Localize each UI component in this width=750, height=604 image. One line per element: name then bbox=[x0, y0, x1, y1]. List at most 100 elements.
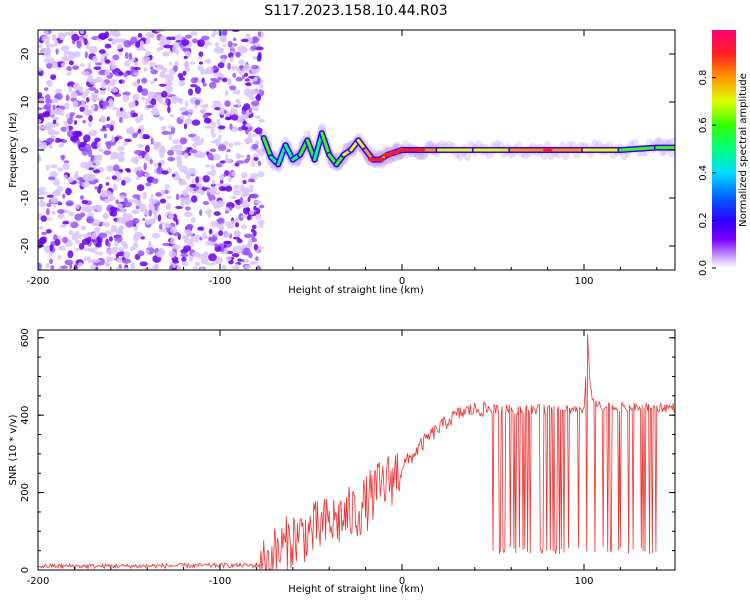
noise-speckle bbox=[39, 236, 47, 245]
noise-speckle bbox=[224, 185, 233, 192]
noise-speckle bbox=[135, 41, 141, 48]
noise-speckle bbox=[161, 90, 168, 98]
colorbar-tick-label: 0.4 bbox=[698, 165, 709, 181]
noise-speckle bbox=[46, 62, 53, 69]
noise-speckle bbox=[179, 137, 188, 145]
noise-speckle bbox=[65, 125, 70, 132]
noise-speckle bbox=[167, 81, 173, 86]
noise-speckle bbox=[64, 31, 70, 36]
noise-speckle bbox=[107, 242, 111, 248]
noise-speckle bbox=[134, 116, 142, 124]
noise-speckle bbox=[109, 30, 118, 37]
ridge-peak bbox=[415, 148, 426, 152]
noise-speckle bbox=[55, 48, 59, 55]
noise-speckle bbox=[97, 257, 105, 266]
colorbar-tick-label: 0.6 bbox=[698, 117, 709, 133]
noise-speckle bbox=[201, 77, 205, 84]
noise-speckle bbox=[46, 44, 50, 53]
noise-speckle bbox=[201, 107, 207, 115]
noise-speckle bbox=[67, 176, 74, 183]
noise-speckle bbox=[64, 259, 74, 266]
noise-speckle bbox=[168, 214, 174, 220]
noise-speckle bbox=[132, 133, 138, 139]
noise-speckle bbox=[98, 183, 103, 189]
colorbar-tick-label: 0.2 bbox=[698, 212, 709, 228]
noise-speckle bbox=[92, 55, 98, 63]
noise-speckle bbox=[168, 61, 172, 66]
noise-speckle bbox=[119, 151, 125, 156]
snr-xlabel: Height of straight line (km) bbox=[288, 584, 424, 595]
noise-speckle bbox=[126, 169, 131, 173]
noise-speckle bbox=[196, 150, 203, 159]
noise-speckle bbox=[50, 74, 57, 80]
noise-speckle bbox=[141, 88, 149, 96]
noise-speckle bbox=[89, 264, 97, 270]
noise-speckle bbox=[134, 231, 143, 238]
noise-speckle bbox=[169, 113, 174, 118]
noise-speckle bbox=[161, 125, 167, 130]
noise-speckle bbox=[79, 106, 85, 112]
noise-speckle bbox=[247, 178, 255, 183]
noise-speckle bbox=[95, 178, 99, 183]
x-tick-label: -100 bbox=[209, 276, 232, 287]
noise-speckle bbox=[155, 94, 160, 102]
noise-speckle bbox=[132, 93, 140, 102]
noise-speckle bbox=[102, 212, 109, 220]
noise-speckle bbox=[212, 65, 218, 71]
noise-speckle bbox=[149, 91, 157, 96]
noise-speckle bbox=[248, 132, 252, 139]
noise-speckle bbox=[62, 220, 70, 225]
noise-speckle bbox=[102, 222, 106, 226]
noise-speckle bbox=[242, 247, 251, 256]
noise-speckle bbox=[194, 261, 201, 266]
noise-speckle bbox=[131, 199, 139, 203]
noise-speckle bbox=[177, 265, 182, 270]
noise-speckle bbox=[190, 217, 196, 224]
noise-speckle bbox=[188, 167, 197, 175]
noise-speckle bbox=[112, 54, 120, 61]
noise-speckle bbox=[237, 258, 243, 262]
noise-speckle bbox=[180, 199, 185, 208]
noise-speckle bbox=[39, 197, 43, 203]
noise-speckle bbox=[112, 164, 120, 172]
noise-speckle bbox=[234, 263, 240, 270]
noise-speckle bbox=[255, 256, 259, 262]
noise-speckle bbox=[123, 72, 129, 77]
y-tick-label: 200 bbox=[20, 483, 31, 502]
noise-speckle bbox=[166, 195, 171, 200]
noise-speckle bbox=[199, 209, 203, 216]
noise-speckle bbox=[80, 225, 87, 231]
noise-speckle bbox=[75, 203, 80, 210]
noise-speckle bbox=[181, 256, 187, 262]
noise-speckle bbox=[229, 85, 237, 91]
noise-speckle bbox=[235, 160, 245, 164]
noise-speckle bbox=[93, 169, 101, 174]
noise-speckle bbox=[157, 214, 162, 222]
noise-speckle bbox=[45, 164, 50, 171]
ridge-peak bbox=[382, 152, 393, 157]
noise-speckle bbox=[103, 190, 112, 197]
noise-speckle bbox=[45, 262, 50, 269]
noise-speckle bbox=[115, 176, 122, 181]
noise-speckle bbox=[84, 88, 90, 97]
noise-speckle bbox=[60, 45, 70, 52]
noise-speckle bbox=[171, 267, 177, 270]
noise-speckle bbox=[134, 61, 139, 66]
noise-speckle bbox=[251, 228, 255, 233]
noise-speckle bbox=[66, 72, 71, 76]
noise-speckle bbox=[84, 51, 88, 59]
noise-speckle bbox=[238, 65, 244, 69]
noise-speckle bbox=[178, 182, 187, 186]
noise-speckle bbox=[214, 42, 220, 48]
noise-speckle bbox=[186, 223, 194, 230]
noise-speckle bbox=[239, 46, 248, 54]
noise-speckle bbox=[215, 183, 222, 187]
noise-speckle bbox=[118, 116, 123, 124]
noise-speckle bbox=[212, 30, 217, 35]
noise-speckle bbox=[118, 225, 125, 231]
noise-speckle bbox=[72, 83, 78, 89]
noise-speckle bbox=[76, 139, 81, 145]
noise-speckle bbox=[219, 174, 225, 181]
noise-speckle bbox=[64, 102, 70, 110]
y-tick-label: 400 bbox=[20, 406, 31, 425]
